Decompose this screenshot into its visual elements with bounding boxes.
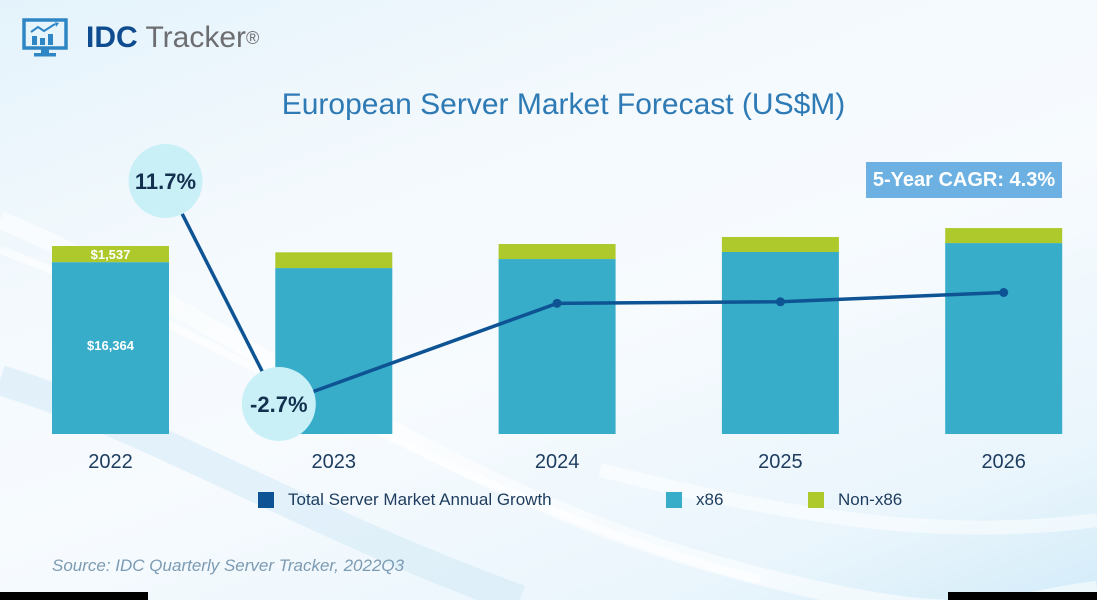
growth-point xyxy=(775,297,785,307)
legend-item-x86: x86 xyxy=(666,490,723,510)
legend-label-non-x86: Non-x86 xyxy=(838,490,903,509)
growth-point xyxy=(999,288,1009,297)
letterbox-left xyxy=(0,592,148,600)
bar-non-x86-2025 xyxy=(721,236,839,252)
bar-x86-2022 xyxy=(52,262,169,434)
bar-non-x86-2023 xyxy=(275,252,393,269)
source-note: Source: IDC Quarterly Server Tracker, 20… xyxy=(52,556,405,575)
growth-bubble-label: -2.7% xyxy=(250,392,307,417)
legend-label-growth: Total Server Market Annual Growth xyxy=(288,490,552,509)
x-tick-label: 2025 xyxy=(758,451,803,473)
legend-swatch-growth xyxy=(258,492,274,508)
x-tick-label: 2026 xyxy=(981,451,1026,473)
data-label-non-x86: $1,537 xyxy=(91,247,131,262)
logo-idc: IDC xyxy=(86,21,138,54)
legend-swatch-x86 xyxy=(666,492,682,508)
legend-item-non-x86: Non-x86 xyxy=(808,490,902,510)
letterbox-right xyxy=(948,592,1097,600)
x-tick-label: 2024 xyxy=(535,451,580,473)
x-tick-label: 2023 xyxy=(312,451,357,473)
growth-bubble xyxy=(128,144,203,218)
logo-registered-mark: ® xyxy=(246,28,260,48)
bar-non-x86-2026 xyxy=(945,228,1063,244)
growth-bubble-label: 11.7% xyxy=(135,169,196,194)
idc-tracker-logo: IDC Tracker® xyxy=(22,18,259,58)
bar-x86-2026 xyxy=(945,243,1063,434)
legend-item-growth: Total Server Market Annual Growth xyxy=(258,490,552,510)
data-label-x86: $16,364 xyxy=(87,338,135,353)
legend-swatch-non-x86 xyxy=(808,492,824,508)
growth-bubble xyxy=(241,367,316,441)
cagr-badge: 5-Year CAGR: 4.3% xyxy=(866,162,1062,198)
bar-non-x86-2024 xyxy=(498,244,616,260)
legend-label-x86: x86 xyxy=(696,490,724,509)
legend: Total Server Market Annual Growth x86 No… xyxy=(0,490,1097,514)
growth-point xyxy=(552,298,562,308)
bar-x86-2024 xyxy=(498,259,616,434)
monitor-chart-icon xyxy=(22,18,68,58)
x-tick-label: 2022 xyxy=(88,451,133,473)
logo-tracker: Tracker xyxy=(137,21,247,54)
bar-non-x86-2022 xyxy=(52,246,169,263)
bar-x86-2025 xyxy=(721,251,839,434)
chart-title: European Server Market Forecast (US$M) xyxy=(281,88,846,121)
